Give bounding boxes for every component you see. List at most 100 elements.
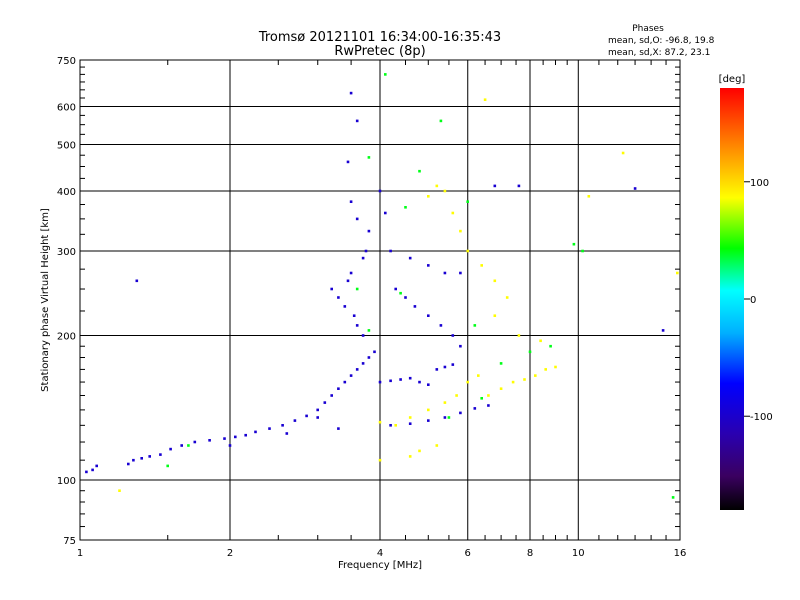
data-point: [378, 420, 382, 424]
data-point: [355, 287, 359, 291]
data-point: [378, 189, 382, 193]
data-point: [581, 249, 584, 253]
data-point: [517, 184, 521, 188]
data-point: [408, 455, 412, 458]
data-point: [466, 249, 469, 253]
data-point: [427, 419, 430, 422]
data-point: [439, 324, 443, 327]
y-tick-label: 400: [57, 187, 76, 198]
data-point: [394, 287, 397, 291]
data-point: [293, 419, 297, 422]
data-point: [285, 432, 289, 435]
data-point: [355, 324, 359, 327]
data-point: [373, 350, 376, 354]
data-point: [671, 496, 675, 499]
data-point: [517, 334, 521, 337]
data-point: [435, 368, 439, 371]
data-point: [487, 404, 490, 407]
data-point: [473, 324, 477, 327]
data-point: [443, 365, 447, 369]
x-tick-labels: 1 2 4 6 8 10 16: [77, 548, 687, 559]
data-point: [511, 380, 515, 384]
colorbar-tick-label: 100: [750, 178, 769, 189]
data-point: [459, 229, 462, 233]
data-point: [427, 408, 430, 412]
data-point: [355, 368, 359, 371]
legend-line-o: mean, sd,O: -96.8, 19.8: [608, 36, 715, 46]
data-point: [337, 296, 340, 299]
data-point: [443, 416, 447, 419]
data-point: [323, 401, 327, 404]
data-point: [487, 394, 490, 397]
data-point: [443, 271, 447, 275]
data-point: [528, 350, 532, 354]
data-point: [399, 378, 402, 381]
data-point: [413, 305, 417, 308]
data-point: [343, 305, 347, 308]
data-point: [466, 200, 469, 203]
y-axis-label: Stationary phase Virtual Height [km]: [40, 208, 51, 392]
data-point: [418, 169, 421, 173]
data-point: [493, 184, 497, 188]
data-point: [480, 264, 483, 267]
x-tick-label: 2: [227, 548, 233, 559]
legend-line-x: mean, sd,X: 87.2, 23.1: [608, 48, 710, 58]
data-point: [389, 379, 392, 383]
y-tick-labels: 75 100 200 300 400 500 600 750: [57, 56, 76, 547]
data-point: [91, 468, 94, 472]
data-point: [459, 411, 462, 415]
data-point: [378, 380, 382, 384]
data-point: [148, 455, 151, 458]
data-point: [505, 296, 509, 299]
data-point: [621, 151, 625, 155]
data-point: [480, 397, 483, 400]
data-point: [361, 256, 365, 260]
legend-title: Phases: [632, 24, 664, 34]
data-point: [633, 187, 637, 190]
y-tick-label: 750: [57, 56, 76, 67]
data-point: [132, 458, 135, 462]
data-point: [268, 427, 271, 430]
minor-ticks: [80, 60, 680, 540]
chart-subtitle: RwPretec (8p): [334, 44, 425, 59]
data-point: [95, 464, 98, 468]
data-point: [355, 119, 359, 123]
data-point: [493, 279, 497, 283]
data-point: [169, 447, 172, 451]
data-point: [349, 374, 353, 377]
data-point: [330, 394, 333, 397]
data-point: [451, 363, 455, 366]
data-point: [337, 427, 340, 430]
data-point: [408, 376, 412, 380]
data-point: [483, 98, 487, 101]
x-tick-label: 16: [674, 548, 687, 559]
x-tick-label: 10: [572, 548, 585, 559]
y-tick-label: 200: [57, 332, 76, 343]
data-point: [118, 489, 121, 492]
data-point: [544, 368, 547, 371]
chart-title: Tromsø 20121101 16:34:00-16:35:43: [258, 30, 501, 45]
data-point: [361, 334, 365, 337]
data-point: [435, 184, 439, 188]
data-point: [349, 200, 353, 203]
data-point: [127, 462, 130, 466]
data-point: [466, 380, 469, 384]
data-point: [451, 211, 455, 215]
data-point: [572, 242, 576, 246]
data-point: [435, 444, 439, 447]
y-tick-label: 600: [57, 103, 76, 114]
data-point: [399, 291, 402, 295]
data-point: [661, 329, 665, 332]
data-point: [352, 314, 356, 317]
data-point: [427, 195, 430, 198]
data-point: [234, 435, 237, 439]
data-point: [534, 374, 537, 377]
colorbar: [720, 88, 744, 510]
data-point: [367, 156, 371, 159]
data-point: [443, 189, 447, 193]
data-point: [408, 416, 412, 419]
data-point: [427, 383, 430, 386]
data-point: [159, 453, 162, 456]
data-point: [439, 119, 443, 123]
